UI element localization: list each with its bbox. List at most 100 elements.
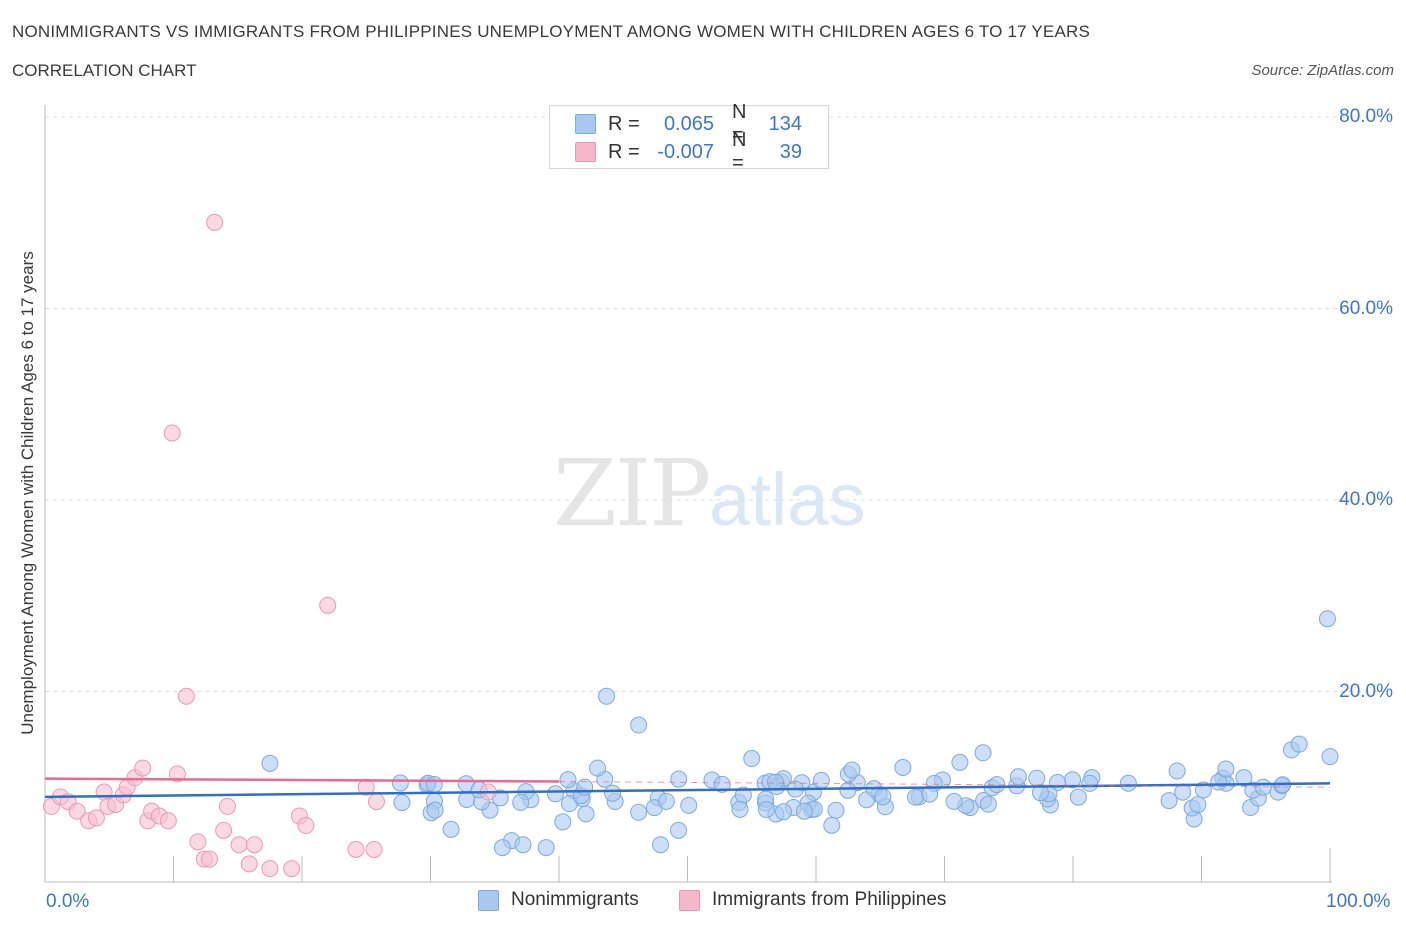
philippines-point: [134, 759, 152, 777]
philippines-point: [230, 836, 248, 854]
nonimmigrants-point: [598, 687, 616, 705]
source-label: Source: ZipAtlas.com: [1251, 62, 1394, 79]
legend-swatch-pink: [575, 142, 596, 162]
nonimmigrants-point: [894, 758, 912, 776]
nonimmigrants-point: [1290, 735, 1308, 753]
nonimmigrants-point: [537, 839, 555, 857]
nonimmigrants-point: [604, 784, 622, 802]
nonimmigrants-point: [512, 793, 530, 811]
philippines-point: [87, 809, 105, 827]
series-legend: Nonimmigrants Immigrants from Philippine…: [0, 889, 1406, 915]
legend-label-nonimmigrants: Nonimmigrants: [511, 889, 639, 910]
philippines-point: [368, 793, 386, 811]
legend-n-label: N =: [732, 101, 747, 146]
nonimmigrants-point: [1160, 792, 1178, 810]
nonimmigrants-point: [560, 795, 578, 813]
nonimmigrants-point: [951, 753, 969, 771]
y-tick-label: 20.0%: [1339, 680, 1393, 702]
nonimmigrants-point: [1009, 768, 1027, 786]
nonimmigrants-point: [839, 781, 857, 799]
philippines-point: [297, 817, 315, 835]
nonimmigrants-point: [843, 761, 861, 779]
x-tick-label-min: 0.0%: [46, 891, 90, 912]
nonimmigrants-point: [1069, 788, 1087, 806]
nonimmigrants-point: [775, 803, 793, 821]
philippines-point: [245, 836, 263, 854]
philippines-point: [159, 812, 177, 830]
nonimmigrants-point: [393, 794, 411, 812]
philippines-trendline: [44, 777, 560, 783]
nonimmigrants-point: [514, 836, 532, 854]
nonimmigrants-point: [680, 796, 698, 814]
chart-title: NONIMMIGRANTS VS IMMIGRANTS FROM PHILIPP…: [12, 22, 1091, 41]
nonimmigrants-point: [906, 788, 924, 806]
stats-legend: R = 0.065 N = 134 R = -0.007 N = 39: [549, 101, 829, 174]
nonimmigrants-point: [974, 744, 992, 762]
nonimmigrants-point: [1217, 760, 1235, 778]
y-tick-label: 80.0%: [1339, 106, 1393, 127]
legend-n-value: 134: [768, 112, 802, 135]
nonimmigrants-point: [1028, 769, 1046, 787]
legend-item-philippines[interactable]: Immigrants from Philippines: [679, 889, 946, 911]
philippines-point: [168, 765, 186, 783]
legend-swatch-pink: [679, 889, 700, 911]
watermark-zip: ZIP: [553, 440, 711, 547]
philippines-point: [240, 855, 258, 873]
nonimmigrants-point: [795, 802, 813, 820]
nonimmigrants-point: [442, 820, 460, 838]
nonimmigrants-point: [630, 803, 648, 821]
philippines-point: [283, 860, 301, 878]
nonimmigrants-point: [1318, 610, 1336, 628]
y-tick-label: 60.0%: [1339, 297, 1393, 319]
nonimmigrants-point: [589, 759, 607, 777]
nonimmigrants-point: [1081, 774, 1099, 792]
legend-swatch-blue: [478, 889, 499, 911]
legend-n-value: 39: [779, 140, 802, 163]
nonimmigrants-point: [1189, 796, 1207, 814]
nonimmigrants-point: [1235, 769, 1253, 787]
philippines-point: [218, 797, 236, 815]
nonimmigrants-point: [657, 792, 675, 810]
philippines-trendline-extension: [558, 781, 1331, 788]
chart-subtitle: CORRELATION CHART: [12, 61, 197, 80]
x-tick-label-max: 100.0%: [1326, 891, 1391, 912]
legend-r-label: R =: [608, 140, 640, 163]
philippines-point: [365, 840, 383, 858]
philippines-point: [177, 687, 195, 705]
nonimmigrants-point: [874, 788, 892, 806]
nonimmigrants-trendline: [44, 782, 1331, 799]
nonimmigrants-point: [1168, 762, 1186, 780]
nonimmigrants-point: [823, 816, 841, 834]
nonimmigrants-point: [1031, 784, 1049, 802]
nonimmigrants-point: [1321, 748, 1339, 766]
nonimmigrants-point: [812, 771, 830, 789]
nonimmigrants-point: [766, 773, 784, 791]
philippines-point: [68, 802, 86, 820]
philippines-point: [261, 860, 279, 878]
nonimmigrants-point: [713, 775, 731, 793]
nonimmigrants-point: [554, 813, 572, 831]
nonimmigrants-point: [652, 836, 670, 854]
nonimmigrants-point: [577, 805, 595, 823]
legend-label-philippines: Immigrants from Philippines: [712, 889, 947, 910]
legend-swatch-blue: [575, 114, 596, 134]
legend-item-nonimmigrants[interactable]: Nonimmigrants: [478, 889, 639, 911]
philippines-point: [206, 213, 224, 231]
nonimmigrants-point: [743, 750, 761, 768]
nonimmigrants-point: [559, 771, 577, 789]
philippines-point: [189, 833, 207, 851]
nonimmigrants-point: [1119, 774, 1137, 792]
nonimmigrants-point: [391, 774, 409, 792]
y-tick-label: 40.0%: [1339, 489, 1393, 510]
nonimmigrants-point: [979, 795, 997, 813]
philippines-point: [215, 821, 233, 839]
nonimmigrants-point: [425, 775, 443, 793]
nonimmigrants-point: [546, 785, 564, 803]
nonimmigrants-point: [827, 801, 845, 819]
philippines-point: [200, 850, 218, 868]
legend-n-label: N =: [732, 129, 747, 174]
legend-r-label: R =: [608, 112, 640, 135]
y-axis-label: Unemployment Among Women with Children A…: [18, 251, 37, 735]
philippines-point: [163, 424, 181, 442]
